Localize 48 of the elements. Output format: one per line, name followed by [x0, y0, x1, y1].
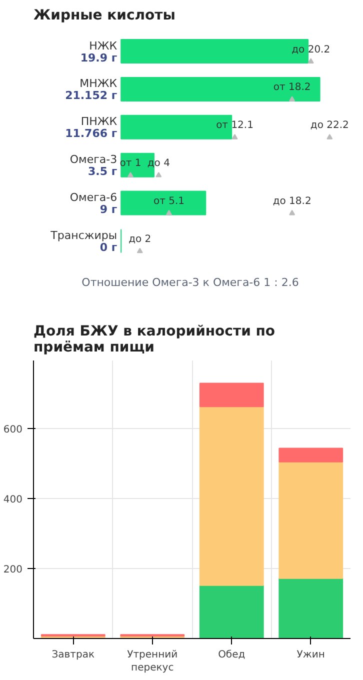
y-tick-label: ПНЖК — [80, 115, 118, 128]
data-label: от 12.1 — [216, 120, 254, 132]
x-tick-label: Ужин — [296, 650, 325, 660]
data-label: от 5.1 — [153, 196, 185, 208]
point — [289, 96, 296, 102]
point — [156, 172, 162, 178]
bar — [199, 406, 264, 586]
y-tick-label: Трансжиры — [50, 228, 118, 242]
bar — [120, 190, 206, 216]
point — [127, 172, 134, 178]
data-label: 3.5 г — [88, 165, 118, 178]
point — [289, 210, 296, 216]
y-tick-label: 400 — [3, 494, 23, 506]
bar — [120, 76, 320, 102]
point — [166, 210, 172, 216]
bar — [278, 578, 344, 638]
y-tick-label: НЖК — [89, 39, 118, 52]
data-label: до 20.2 — [292, 44, 330, 56]
data-label: 21.152 г — [65, 89, 118, 102]
data-label: 19.9 г — [80, 51, 118, 64]
bar — [278, 448, 344, 462]
bar — [278, 461, 344, 579]
data-label: 11.766 г — [65, 127, 118, 140]
y-tick-label: МНЖК — [80, 77, 118, 90]
point — [136, 248, 143, 254]
point — [232, 134, 238, 140]
x-tick-label: Завтрак — [52, 650, 95, 660]
y-tick-label: 200 — [3, 564, 23, 576]
bar — [120, 114, 232, 140]
bar — [199, 584, 264, 638]
y-tick-label: Омега-3 — [70, 153, 118, 166]
data-label: 0 г — [100, 240, 118, 254]
y-tick-label: 600 — [3, 424, 23, 436]
chart-title: Жирные кислоты — [34, 8, 176, 24]
data-label: до 18.2 — [272, 196, 312, 208]
data-label: 9 г — [100, 203, 118, 216]
chart-title: Доля БЖУ в калорийности по приёмам пищи — [34, 324, 276, 356]
bar — [120, 39, 309, 64]
bar — [199, 382, 264, 408]
x-tick-label: Утренний перекус — [127, 650, 178, 674]
y-tick-label: Омега-6 — [70, 191, 118, 204]
data-label: до 2 — [128, 234, 152, 245]
point — [308, 58, 314, 64]
x-tick-label: Обед — [218, 650, 246, 660]
point — [326, 134, 333, 140]
data-label: до 22.2 — [310, 120, 349, 132]
data-label: от 18.2 — [273, 82, 311, 94]
text: Отношение Омега-3 к Омега-6 1 : 2.6 — [82, 276, 299, 290]
